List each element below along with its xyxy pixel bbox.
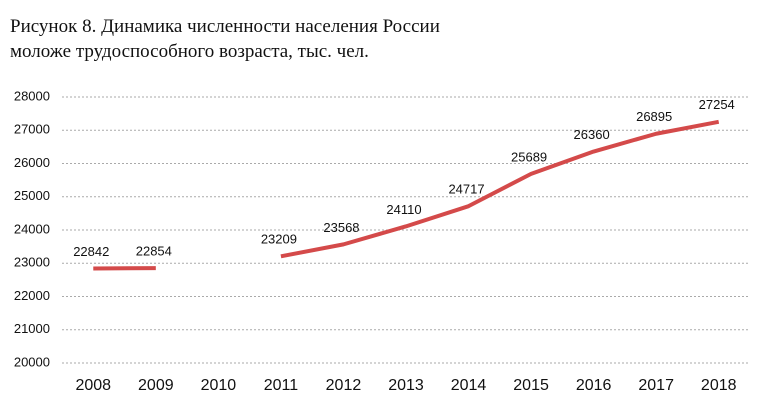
x-tick-label: 2008 bbox=[75, 377, 111, 394]
x-tick-label: 2014 bbox=[451, 377, 487, 394]
y-tick-label: 21000 bbox=[14, 321, 50, 336]
line bbox=[93, 119, 720, 271]
y-tick-label: 24000 bbox=[14, 221, 50, 236]
data-label: 25689 bbox=[511, 149, 547, 164]
data-label: 22854 bbox=[136, 244, 172, 259]
x-tick-label: 2015 bbox=[513, 377, 549, 394]
y-tick-label: 26000 bbox=[14, 155, 50, 170]
y-tick-label: 22000 bbox=[14, 288, 50, 303]
data-label: 23568 bbox=[323, 220, 359, 235]
x-tick-label: 2011 bbox=[264, 377, 299, 394]
y-tick-label: 27000 bbox=[14, 122, 50, 137]
x-tick-label: 2013 bbox=[388, 377, 424, 394]
y-tick-label: 20000 bbox=[14, 354, 50, 369]
x-tick-label: 2016 bbox=[576, 377, 612, 394]
x-tick-label: 2018 bbox=[701, 377, 737, 394]
data-label: 27254 bbox=[699, 97, 735, 112]
data-label: 26895 bbox=[636, 109, 672, 124]
data-label: 24717 bbox=[448, 182, 484, 197]
x-tick-label: 2010 bbox=[201, 377, 237, 394]
x-tick-label: 2017 bbox=[638, 377, 674, 394]
y-tick-label: 23000 bbox=[14, 255, 50, 270]
data-label: 23209 bbox=[261, 232, 297, 247]
data-label: 24110 bbox=[386, 202, 421, 217]
y-tick-label: 25000 bbox=[14, 188, 50, 203]
data-label: 22842 bbox=[73, 244, 109, 259]
x-tick-label: 2012 bbox=[326, 377, 362, 394]
chart-title: Рисунок 8. Динамика численности населени… bbox=[10, 16, 440, 62]
x-tick-label: 2009 bbox=[138, 377, 174, 394]
y-tick-label: 28000 bbox=[14, 88, 50, 103]
data-label: 26360 bbox=[574, 127, 610, 142]
